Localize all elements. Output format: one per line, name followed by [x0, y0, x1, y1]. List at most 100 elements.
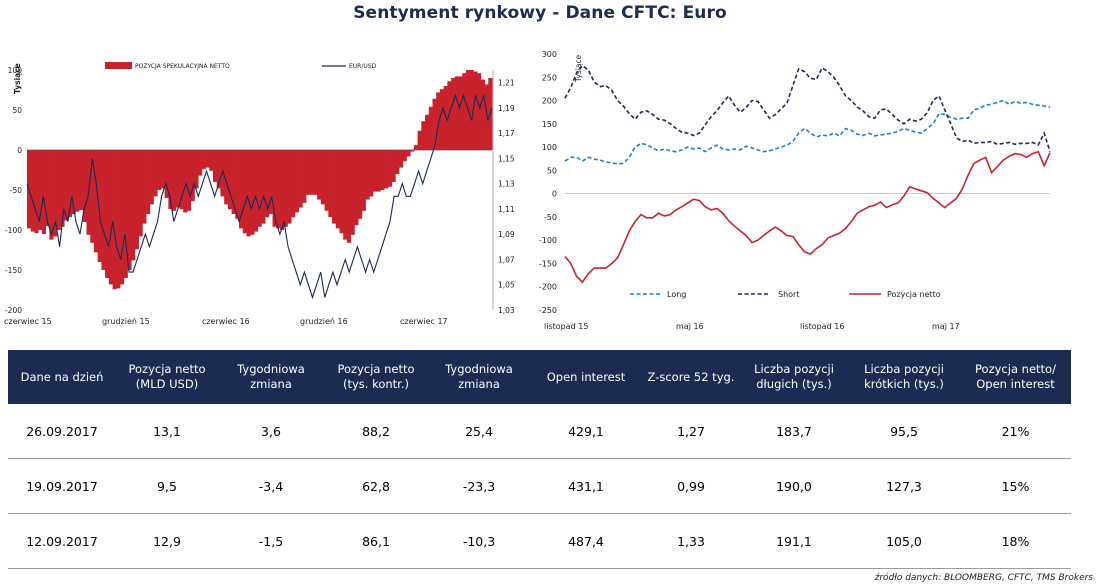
table-header-cell: Z-score 52 tyg. — [642, 350, 740, 404]
net-position-bar — [123, 150, 128, 278]
net-position-bar — [205, 150, 210, 168]
x-tick-label: czerwiec 15 — [4, 317, 52, 326]
net-position-bar — [216, 150, 221, 189]
net-position-bar — [38, 150, 43, 230]
x-tick-label: maj 16 — [676, 322, 704, 331]
net-position-bar — [142, 150, 147, 224]
net-position-bar — [384, 150, 389, 189]
net-position-bar — [149, 150, 154, 205]
net-position-bar — [209, 150, 214, 171]
net-position-bar — [395, 150, 400, 174]
table-cell: 0,99 — [642, 458, 740, 514]
net-position-bar — [402, 150, 407, 162]
net-position-bar — [421, 121, 426, 150]
x-tick-label: listopad 16 — [800, 322, 844, 331]
table-row: 26.09.2017 13,1 3,6 88,2 25,4 429,1 1,27 183,7 9… — [8, 404, 1071, 459]
y2-tick-label: 1,03 — [498, 306, 515, 315]
net-position-bar — [484, 84, 489, 150]
net-position-bar — [413, 145, 418, 150]
net-position-bar — [354, 150, 359, 226]
net-position-bar — [320, 150, 325, 205]
net-position-bar — [64, 150, 69, 221]
table-cell: 12.09.2017 — [8, 513, 116, 569]
table-row: 12.09.2017 12,9 -1,5 86,1 -10,3 487,4 1,33 191,… — [8, 513, 1071, 569]
net-position-bar — [298, 150, 303, 208]
net-position-bar — [172, 150, 177, 211]
net-position-bar — [194, 150, 199, 189]
net-position-bar — [425, 114, 430, 150]
y-tick-label: 200 — [542, 97, 557, 106]
net-position-bar — [279, 150, 285, 230]
table-cell: 15% — [960, 458, 1071, 514]
net-position-bar — [183, 150, 188, 213]
net-position-bar — [239, 150, 244, 229]
net-position-bar — [224, 150, 229, 205]
net-position-bar — [324, 150, 329, 211]
table-cell: -1,5 — [218, 513, 324, 569]
net-position-bar — [365, 150, 370, 200]
net-position-bar — [432, 98, 437, 150]
net-position-bar — [112, 150, 117, 290]
net-position-bar — [283, 150, 288, 227]
net-position-bar — [75, 150, 80, 212]
y2-tick-label: 1,13 — [498, 180, 515, 189]
x-tick-label: maj 17 — [932, 322, 960, 331]
net-position-bar — [369, 150, 374, 197]
y-tick-label: -200 — [5, 306, 22, 315]
net-position-bar — [108, 150, 113, 285]
net-position-bar — [198, 150, 203, 176]
net-position-bar — [213, 150, 218, 182]
net-position-bar — [186, 150, 192, 211]
net-position-bar — [443, 86, 448, 150]
x-tick-label: grudzień 16 — [300, 317, 348, 326]
y-tick-label: -150 — [5, 266, 22, 275]
y-tick-label: -100 — [539, 236, 557, 245]
y2-tick-label: 1,15 — [498, 154, 515, 163]
table-header-cell: Tygodniowa zmiana — [428, 350, 530, 404]
net-position-bar — [67, 150, 73, 218]
table-row: 19.09.2017 9,5 -3,4 62,8 -23,3 431,1 0,99 190,0… — [8, 458, 1071, 514]
table-cell: 1,27 — [642, 404, 740, 459]
net-position-bar — [257, 150, 262, 227]
table-cell: 19.09.2017 — [8, 458, 116, 514]
net-position-bar — [127, 150, 132, 270]
net-position-bar — [480, 79, 485, 150]
net-position-bar — [246, 150, 251, 237]
table-header-cell: Liczba pozycji krótkich (tys.) — [848, 350, 960, 404]
y2-tick-label: 1,21 — [498, 79, 515, 88]
net-position-bar — [268, 150, 273, 214]
net-position-bar — [53, 150, 58, 237]
y-tick-label: -150 — [539, 259, 557, 268]
table-cell: 12,9 — [116, 513, 218, 569]
net-position-bar — [328, 150, 333, 218]
table-cell: 88,2 — [324, 404, 428, 459]
y2-tick-label: 1,17 — [498, 129, 515, 138]
table-cell: -3,4 — [218, 458, 324, 514]
legend-label: Short — [778, 290, 799, 299]
net-position-bar — [120, 150, 125, 285]
table-cell: 183,7 — [740, 404, 848, 459]
y-tick-label: 0 — [17, 146, 22, 155]
net-position-bar — [134, 150, 139, 250]
net-position-bar — [302, 150, 307, 203]
net-position-bar — [343, 150, 348, 240]
net-position-bar — [250, 150, 255, 235]
cftc-net-position-eurusd-chart: 100 50 0 -50 -100 -150 -200 1,21 1,19 1,17 1,15 1,1… — [4, 62, 515, 326]
net-position-bar — [317, 150, 322, 200]
net-position-bar — [417, 130, 422, 150]
net-position-bar — [439, 89, 445, 150]
net-position-bar — [391, 150, 396, 182]
net-position-bar — [116, 150, 121, 289]
table-cell: 127,3 — [848, 458, 960, 514]
net-position-bar — [201, 150, 206, 170]
legend-label: EUR/USD — [349, 63, 377, 70]
series-line-long — [564, 99, 1051, 165]
net-position-bar — [235, 150, 240, 219]
table-header-cell: Pozycja netto/ Open interest — [960, 350, 1071, 404]
legend-swatch-net-position — [105, 62, 132, 69]
x-tick-label: czerwiec 16 — [202, 317, 250, 326]
net-position-bar — [261, 150, 266, 224]
legend-label: Long — [667, 290, 686, 299]
net-position-bar — [462, 73, 467, 150]
y-tick-label: 150 — [542, 120, 557, 129]
